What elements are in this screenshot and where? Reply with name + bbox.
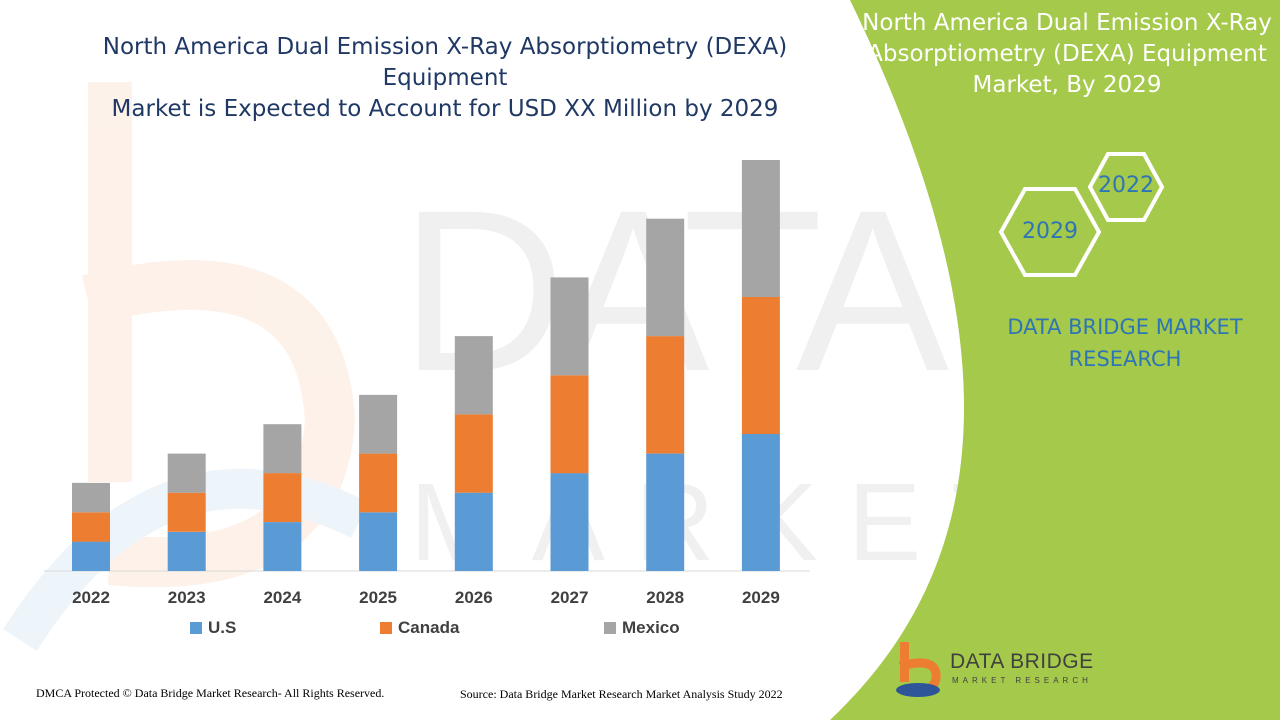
- legend-item-us: U.S: [190, 617, 236, 639]
- hex-year-top: 2022: [1098, 173, 1154, 198]
- bar-segment-2029-us: [741, 434, 780, 571]
- legend-item-mexico: Mexico: [604, 617, 680, 639]
- bar-segment-2025-canada: [359, 453, 398, 513]
- legend-swatch: [604, 622, 616, 634]
- side-panel-title-line3: Market, By 2029: [972, 72, 1162, 98]
- x-tick-label: 2027: [550, 588, 589, 607]
- legend-swatch: [190, 622, 202, 634]
- brand-line2: RESEARCH: [1068, 347, 1182, 371]
- x-tick-label: 2028: [646, 588, 685, 607]
- footer-copyright: DMCA Protected © Data Bridge Market Rese…: [36, 686, 385, 700]
- brand-line1: DATA BRIDGE MARKET: [1007, 315, 1243, 339]
- hex-year-bottom: 2029: [1022, 219, 1078, 244]
- stacked-bar-chart: [44, 160, 810, 572]
- bar-segment-2024-canada: [263, 473, 302, 522]
- x-tick-label: 2025: [359, 588, 397, 607]
- bar-segment-2024-mexico: [263, 424, 302, 474]
- side-panel-title: North America Dual Emission X-Ray Absorp…: [862, 8, 1272, 101]
- x-tick-label: 2022: [72, 588, 110, 607]
- logo-subtitle: MARKET RESEARCH: [952, 676, 1092, 685]
- bar-segment-2027-canada: [550, 375, 589, 474]
- bar-segment-2027-mexico: [550, 277, 589, 376]
- bar-segment-2022-us: [72, 541, 110, 571]
- company-logo: DATA BRIDGE MARKET RESEARCH: [892, 640, 1112, 700]
- x-tick-label: 2024: [263, 588, 302, 607]
- bar-segment-2023-us: [167, 531, 206, 571]
- legend-label: Canada: [398, 618, 460, 637]
- logo-mark-icon: [896, 642, 941, 697]
- side-panel-shape: [830, 0, 1280, 720]
- brand-text: DATA BRIDGE MARKET RESEARCH: [990, 311, 1260, 375]
- bar-segment-2026-canada: [454, 414, 493, 493]
- bar-segment-2027-us: [550, 473, 589, 571]
- legend-label: Mexico: [622, 618, 680, 637]
- bar-segment-2029-mexico: [741, 160, 780, 297]
- footer-source: Source: Data Bridge Market Research Mark…: [460, 687, 783, 701]
- x-tick-label: 2023: [167, 588, 206, 607]
- legend-item-canada: Canada: [380, 617, 459, 639]
- bar-segment-2026-mexico: [454, 336, 493, 415]
- bar-segment-2025-us: [359, 512, 398, 571]
- x-tick-label: 2026: [454, 588, 493, 607]
- legend-label: U.S: [208, 618, 237, 637]
- legend-swatch: [380, 622, 392, 634]
- bar-segment-2026-us: [454, 492, 493, 571]
- bar-segment-2029-canada: [741, 297, 780, 434]
- bar-segment-2023-canada: [167, 492, 206, 532]
- bar-segment-2023-mexico: [167, 453, 206, 493]
- main-title-line1: North America Dual Emission X-Ray Absorp…: [102, 34, 788, 91]
- hexagon-top: [1087, 152, 1165, 222]
- logo-name: DATA BRIDGE: [950, 650, 1094, 673]
- bar-segment-2028-us: [646, 453, 685, 571]
- bar-segment-2028-mexico: [646, 218, 685, 337]
- main-title: North America Dual Emission X-Ray Absorp…: [40, 32, 850, 125]
- bar-segment-2022-mexico: [72, 482, 110, 513]
- bar-segment-2024-us: [263, 522, 302, 571]
- hexagon-bottom: [998, 187, 1102, 277]
- side-panel-title-line2: Absorptiometry (DEXA) Equipment: [867, 41, 1267, 67]
- bar-segment-2028-canada: [646, 336, 685, 454]
- main-title-line2: Market is Expected to Account for USD XX…: [111, 96, 779, 122]
- side-panel-title-line1: North America Dual Emission X-Ray: [862, 10, 1272, 36]
- x-tick-label: 2029: [741, 588, 780, 607]
- bar-segment-2022-canada: [72, 512, 110, 542]
- bar-segment-2025-mexico: [359, 394, 398, 454]
